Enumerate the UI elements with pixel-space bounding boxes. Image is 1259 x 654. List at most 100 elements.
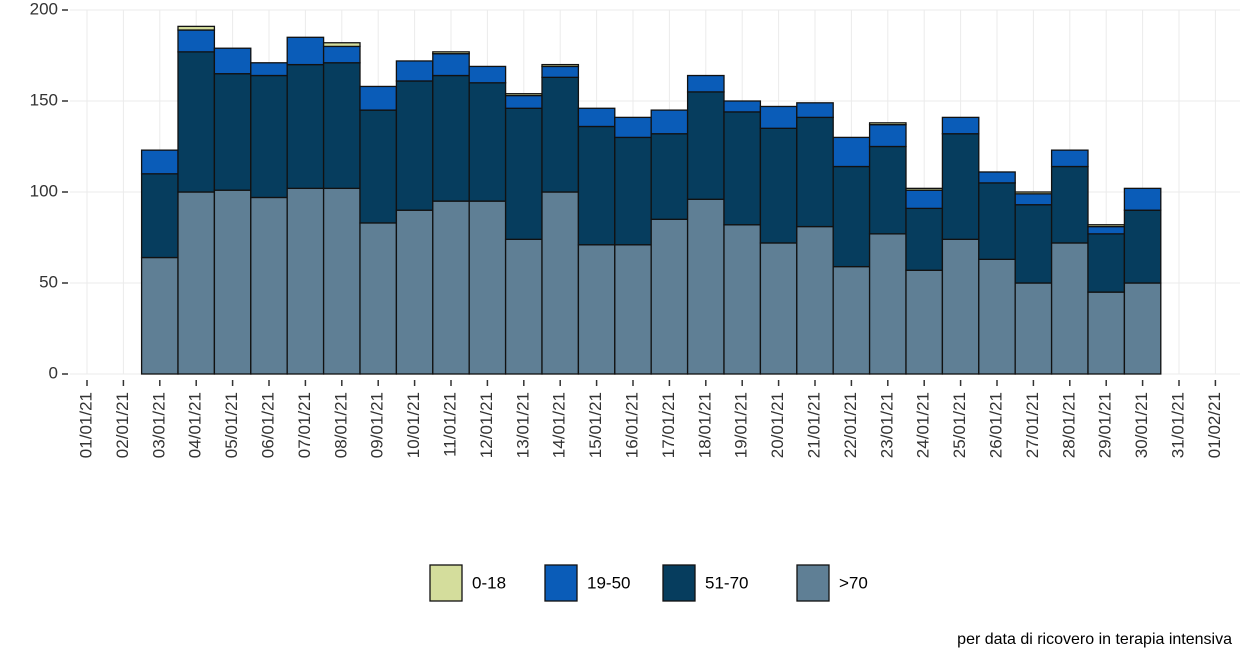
bar-segment [1014, 282, 1053, 375]
bar-segment [177, 51, 216, 193]
legend-swatch [662, 564, 696, 602]
bar-segment [250, 74, 288, 199]
caption: per data di ricovero in terapia intensiv… [957, 631, 1232, 648]
bar-segment [1123, 282, 1162, 375]
bar-segment [796, 116, 834, 228]
x-tick-label: 08/01/21 [331, 392, 350, 458]
x-tick-label: 01/02/21 [1205, 392, 1224, 458]
y-tick-label: 50 [39, 272, 58, 291]
x-tick-label: 24/01/21 [914, 392, 933, 458]
bar-segment [614, 244, 652, 375]
bar-segment [759, 127, 798, 244]
x-tick-label: 22/01/21 [841, 392, 860, 458]
bar-segment [250, 196, 288, 375]
bar-segment [468, 65, 507, 84]
bar-segment [140, 256, 179, 375]
x-tick-label: 25/01/21 [950, 392, 969, 458]
bar-segment [941, 133, 980, 240]
bar-segment [868, 122, 907, 126]
bar-segment [577, 107, 616, 128]
bar-segment [686, 74, 725, 93]
bar-segment [359, 222, 398, 375]
bar-segment [140, 149, 179, 175]
bar-segment [978, 182, 1016, 260]
y-tick-label: 200 [30, 0, 58, 18]
bar-segment [432, 51, 470, 55]
bar-segment [250, 62, 288, 77]
bar-segment [1050, 242, 1089, 375]
bar-segment [650, 133, 689, 220]
bar-segment [686, 198, 725, 375]
x-tick-label: 14/01/21 [550, 392, 569, 458]
bar-segment [978, 258, 1016, 375]
x-tick-label: 20/01/21 [768, 392, 787, 458]
legend-swatch [796, 564, 830, 602]
bar-segment [177, 191, 216, 375]
bar-segment [868, 233, 907, 375]
x-tick-label: 21/01/21 [804, 392, 823, 458]
x-tick-label: 15/01/21 [586, 392, 605, 458]
bar-segment [322, 187, 361, 375]
bar-segment [1123, 209, 1162, 284]
legend-label: 0-18 [472, 573, 506, 592]
bar-segment [213, 47, 252, 75]
bar-segment [541, 76, 580, 193]
bar-segment [1087, 291, 1126, 375]
bar-segment [395, 209, 434, 375]
bar-segment [1087, 224, 1126, 228]
y-tick-label: 150 [30, 90, 58, 109]
x-tick-label: 05/01/21 [222, 392, 241, 458]
bar-segment [614, 136, 652, 246]
bar-segment [832, 136, 871, 168]
bar-segment [322, 42, 361, 48]
bar-segment [432, 53, 470, 77]
bar-segment [359, 85, 398, 111]
x-tick-label: 31/01/21 [1168, 392, 1187, 458]
legend-label: >70 [839, 573, 868, 592]
x-tick-label: 11/01/21 [440, 392, 459, 457]
bar-segment [432, 200, 470, 375]
bar-segment [1014, 193, 1053, 206]
bar-segment [978, 171, 1016, 184]
bar-segment [832, 265, 871, 375]
bar-segment [759, 105, 798, 129]
y-tick-label: 100 [30, 181, 58, 200]
bar-segment [322, 45, 361, 64]
bar-segment [941, 116, 980, 135]
x-tick-label: 10/01/21 [404, 392, 423, 458]
x-tick-label: 12/01/21 [477, 392, 496, 458]
x-tick-label: 13/01/21 [513, 392, 532, 458]
bar-segment [213, 73, 252, 191]
legend-label: 51-70 [705, 573, 748, 592]
bar-segment [504, 94, 543, 109]
bar-segment [941, 238, 980, 375]
bar-segment [286, 187, 325, 375]
bar-segment [1014, 191, 1053, 195]
bar-segment [1087, 225, 1126, 235]
x-tick-label: 06/01/21 [258, 392, 277, 458]
bar-segment [650, 109, 689, 135]
bar-segment [577, 125, 616, 246]
x-tick-label: 16/01/21 [622, 392, 641, 458]
x-tick-label: 03/01/21 [149, 392, 168, 458]
bar-segment [322, 62, 361, 190]
x-tick-label: 02/01/21 [113, 392, 132, 458]
legend-swatch [429, 564, 463, 602]
legend-label: 19-50 [587, 573, 630, 592]
x-tick-label: 30/01/21 [1132, 392, 1151, 458]
x-tick-label: 27/01/21 [1023, 392, 1042, 458]
bar-segment [686, 91, 725, 200]
bar-segment [541, 191, 580, 375]
x-tick-label: 23/01/21 [877, 392, 896, 458]
bar-segment [468, 200, 507, 375]
bar-segment [723, 100, 762, 113]
bar-segment [541, 65, 580, 78]
x-tick-label: 09/01/21 [368, 392, 387, 458]
x-tick-label: 17/01/21 [659, 392, 678, 458]
x-tick-label: 26/01/21 [986, 392, 1005, 458]
bar-segment [832, 165, 871, 268]
bar-segment [759, 242, 798, 375]
x-tick-label: 29/01/21 [1096, 392, 1115, 458]
bar-segment [541, 63, 580, 68]
bar-segment [286, 36, 325, 66]
